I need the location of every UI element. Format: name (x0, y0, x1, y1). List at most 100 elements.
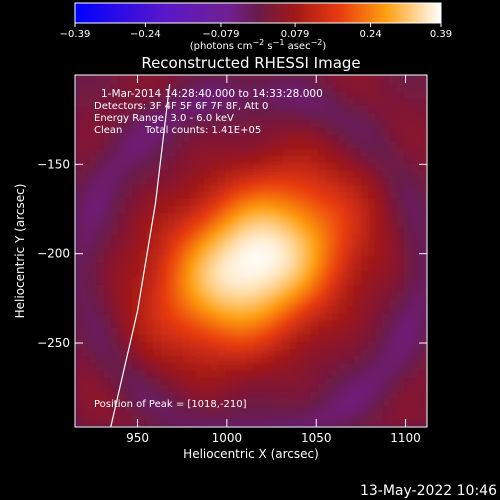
heatmap-cell (267, 241, 276, 249)
heatmap-cell (117, 312, 126, 321)
heatmap-cell (167, 419, 176, 427)
heatmap-cell (410, 76, 419, 85)
heatmap-cell (389, 141, 398, 149)
heatmap-cell (318, 83, 326, 92)
heatmap-cell (332, 234, 341, 242)
heatmap-cell (246, 262, 255, 271)
heatmap-cell (267, 334, 276, 342)
heatmap-cell (225, 326, 233, 335)
heatmap-cell (132, 248, 140, 257)
heatmap-cell (389, 284, 398, 292)
heatmap-cell (246, 284, 255, 292)
heatmap-cell (110, 183, 119, 192)
heatmap-cell (396, 269, 405, 278)
heatmap-cell (325, 405, 333, 414)
heatmap-cell (225, 284, 233, 292)
heatmap-cell (232, 369, 240, 378)
heatmap-cell (360, 255, 369, 264)
heatmap-cell (125, 334, 133, 342)
heatmap-cell (382, 219, 391, 228)
heatmap-cell (282, 398, 291, 407)
heatmap-cell (182, 334, 190, 342)
heatmap-cell (403, 75, 412, 78)
heatmap-cell (167, 291, 176, 299)
heatmap-cell (132, 255, 140, 264)
heatmap-cell (232, 291, 240, 299)
heatmap-cell (203, 419, 212, 427)
heatmap-cell (360, 133, 369, 142)
heatmap-cell (353, 362, 362, 371)
heatmap-cell (210, 191, 219, 199)
heatmap-cell (232, 255, 240, 264)
heatmap-cell (139, 98, 148, 106)
heatmap-cell (346, 291, 355, 299)
heatmap-cell (396, 305, 405, 314)
heatmap-cell (403, 262, 412, 271)
heatmap-cell (167, 276, 176, 285)
heatmap-cell (253, 176, 262, 185)
heatmap-cell (139, 226, 148, 235)
heatmap-cell (403, 155, 412, 164)
heatmap-cell (410, 291, 419, 299)
heatmap-cell (117, 198, 126, 207)
heatmap-cell (75, 191, 83, 199)
heatmap-cell (396, 234, 405, 242)
heatmap-cell (182, 112, 190, 121)
heatmap-cell (353, 241, 362, 249)
heatmap-cell (246, 219, 255, 228)
heatmap-cell (303, 119, 312, 128)
heatmap-cell (125, 269, 133, 278)
heatmap-cell (418, 248, 426, 257)
heatmap-cell (318, 205, 326, 214)
heatmap-cell (360, 91, 369, 99)
heatmap-cell (275, 98, 283, 106)
heatmap-cell (303, 76, 312, 85)
heatmap-cell (125, 284, 133, 292)
heatmap-cell (275, 348, 283, 357)
heatmap-cell (225, 291, 233, 299)
heatmap-cell (103, 255, 112, 264)
heatmap-cell (289, 248, 298, 257)
heatmap-cell (232, 405, 240, 414)
heatmap-cell (382, 276, 391, 285)
heatmap-cell (217, 291, 226, 299)
heatmap-cell (375, 169, 383, 178)
heatmap-cell (175, 126, 183, 135)
heatmap-cell (310, 341, 319, 349)
heatmap-cell (132, 262, 140, 271)
heatmap-cell (360, 312, 369, 321)
heatmap-cell (89, 255, 98, 264)
heatmap-cell (282, 141, 291, 149)
heatmap-cell (89, 312, 98, 321)
heatmap-cell (203, 269, 212, 278)
heatmap-cell (282, 276, 291, 285)
heatmap-cell (425, 355, 427, 364)
heatmap-cell (296, 284, 305, 292)
heatmap-cell (360, 355, 369, 364)
heatmap-cell (167, 334, 176, 342)
heatmap-cell (425, 76, 427, 85)
heatmap-cell (139, 305, 148, 314)
heatmap-cell (267, 126, 276, 135)
heatmap-cell (117, 305, 126, 314)
heatmap-cell (103, 83, 112, 92)
heatmap-cell (410, 141, 419, 149)
heatmap-cell (360, 148, 369, 157)
heatmap-cell (153, 241, 162, 249)
heatmap-cell (275, 248, 283, 257)
heatmap-cell (410, 305, 419, 314)
heatmap-cell (160, 376, 169, 385)
heatmap-cell (425, 219, 427, 228)
heatmap-cell (260, 176, 269, 185)
heatmap-cell (253, 119, 262, 128)
heatmap-cell (139, 376, 148, 385)
heatmap-cell (418, 83, 426, 92)
heatmap-cell (325, 412, 333, 421)
heatmap-cell (117, 183, 126, 192)
heatmap-cell (103, 191, 112, 199)
heatmap-cell (368, 398, 376, 407)
heatmap-cell (167, 119, 176, 128)
heatmap-cell (146, 191, 155, 199)
heatmap-cell (403, 319, 412, 328)
heatmap-cell (203, 369, 212, 378)
